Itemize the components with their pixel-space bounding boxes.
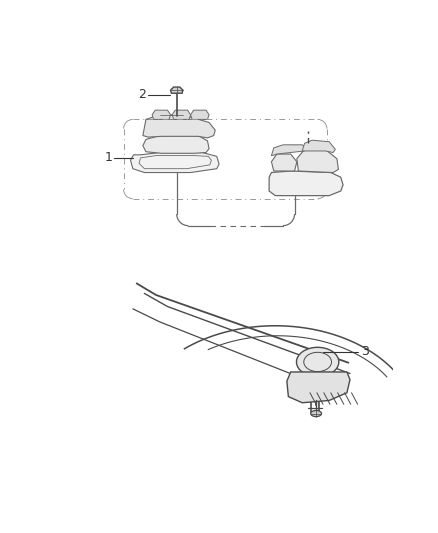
Ellipse shape <box>311 410 321 417</box>
Polygon shape <box>152 110 170 119</box>
Ellipse shape <box>297 348 339 377</box>
Polygon shape <box>143 135 209 154</box>
Polygon shape <box>269 171 343 196</box>
Polygon shape <box>272 154 297 171</box>
Polygon shape <box>191 110 209 119</box>
Polygon shape <box>143 115 215 138</box>
Polygon shape <box>287 372 350 403</box>
Polygon shape <box>297 149 339 173</box>
Text: 3: 3 <box>361 345 369 358</box>
Text: 1: 1 <box>104 151 112 164</box>
Polygon shape <box>302 140 336 152</box>
Text: 2: 2 <box>138 88 146 101</box>
Polygon shape <box>172 110 191 119</box>
Polygon shape <box>170 87 183 93</box>
Polygon shape <box>131 152 219 173</box>
Polygon shape <box>272 145 306 156</box>
Polygon shape <box>309 350 321 357</box>
